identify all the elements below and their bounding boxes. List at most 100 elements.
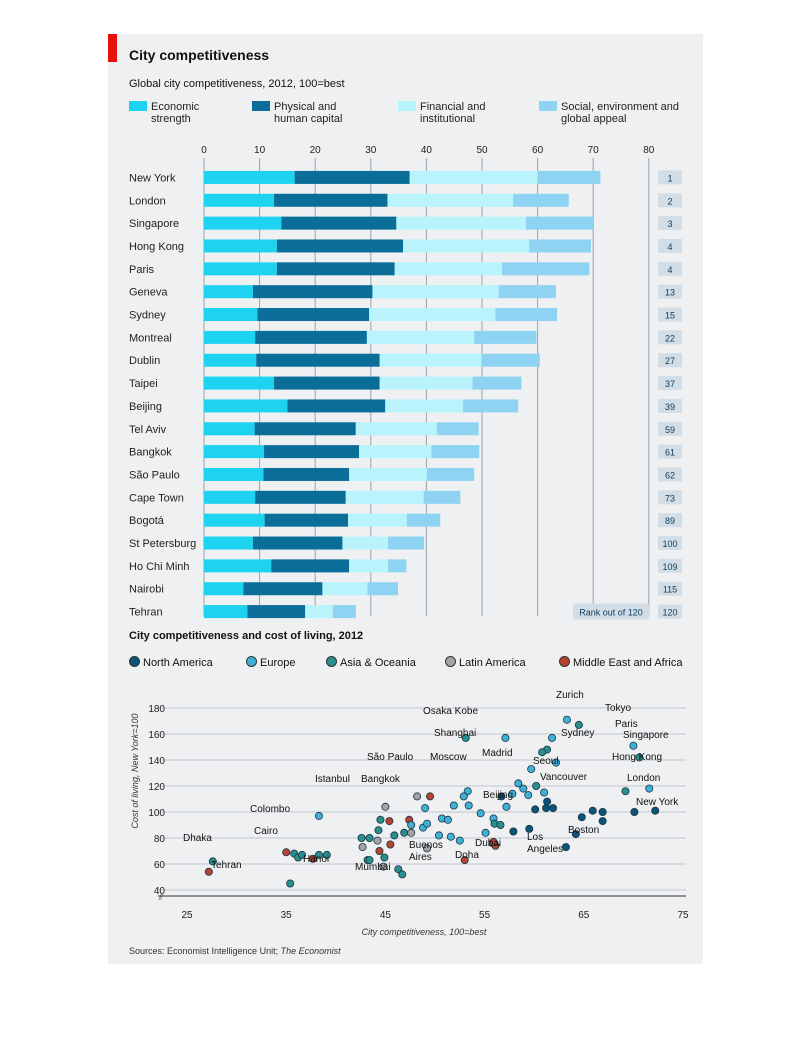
category-label-geneva: Geneva xyxy=(129,287,168,299)
point-17-europe xyxy=(508,789,517,798)
page-title: City competitiveness xyxy=(129,47,270,63)
bar-bogota-financial-and-institutional xyxy=(348,513,407,527)
bar-sydney-physical-and-human-capital xyxy=(257,308,370,322)
page-subtitle: Global city competitiveness, 2012, 100=b… xyxy=(129,78,345,90)
point-35-north-america xyxy=(509,827,518,836)
bar-paris-social-environment-and-global-appeal xyxy=(502,262,590,276)
rank-box-cape-town xyxy=(658,490,682,505)
bar-paris-financial-and-institutional xyxy=(394,262,503,276)
point-31-north-america xyxy=(630,807,639,816)
rank-box-nairobi xyxy=(658,581,682,596)
sources-note: Sources: Economist Intelligence Unit; Th… xyxy=(129,946,341,956)
bar-london-social-environment-and-global-appeal xyxy=(513,193,569,207)
rank-label-bangkok: 61 xyxy=(665,448,675,458)
city-label-dubai: Dubai xyxy=(475,838,501,849)
bar-paris-economic-strength xyxy=(204,262,277,276)
rank-label-dublin: 27 xyxy=(665,356,675,366)
category-label-dublin: Dublin xyxy=(129,355,160,367)
rank-box-geneva xyxy=(658,284,682,299)
rank-label-st-petersburg: 100 xyxy=(662,539,677,549)
legend-dot-europe xyxy=(246,656,257,667)
bar-geneva-physical-and-human-capital xyxy=(252,285,373,299)
point-4-europe xyxy=(629,741,638,750)
point-12-europe xyxy=(519,784,528,793)
category-label-bangkok: Bangkok xyxy=(129,447,172,459)
point-42-europe xyxy=(421,804,430,813)
bar-sao-paulo-economic-strength xyxy=(204,467,264,481)
rank-box-tel-aviv xyxy=(658,421,682,436)
bar-dublin-social-environment-and-global-appeal xyxy=(481,353,540,367)
rank-label-tehran: 120 xyxy=(662,608,677,618)
point-9-asia-oceania xyxy=(635,753,644,762)
legend-dot-asia xyxy=(326,656,337,667)
legend-dot-latin xyxy=(445,656,456,667)
bar-sao-paulo-physical-and-human-capital xyxy=(263,467,350,481)
bar-new-york-physical-and-human-capital xyxy=(294,170,410,184)
category-label-sydney: Sydney xyxy=(129,310,166,322)
legend-label-north-america: North America xyxy=(143,657,213,669)
x-tick-label-20: 20 xyxy=(310,145,322,156)
bar-dublin-financial-and-institutional xyxy=(379,353,482,367)
x-tick-label-10: 10 xyxy=(254,145,266,156)
city-label-angeles: Angeles xyxy=(527,844,563,855)
rank-box-hong-kong xyxy=(658,238,682,253)
bar-st-petersburg-financial-and-institutional xyxy=(342,536,389,550)
bar-montreal-physical-and-human-capital xyxy=(255,330,367,344)
city-label-zurich: Zurich xyxy=(556,690,584,701)
x-tick-label-50: 50 xyxy=(476,145,488,156)
point-67-middle-east-and-africa xyxy=(386,840,395,849)
bar-new-york-financial-and-institutional xyxy=(409,170,538,184)
point-84-middle-east-and-africa xyxy=(282,848,291,857)
point-86-asia-oceania xyxy=(314,850,323,859)
bar-london-economic-strength xyxy=(204,193,275,207)
rank-label-cape-town: 73 xyxy=(665,493,675,503)
legend-dot-north-america xyxy=(129,656,140,667)
bar-sao-paulo-financial-and-institutional xyxy=(349,467,427,481)
sources-prefix: Sources: Economist Intelligence Unit; xyxy=(129,946,281,956)
bar-nairobi-economic-strength xyxy=(204,582,244,596)
bar-st-petersburg-economic-strength xyxy=(204,536,253,550)
bar-sydney-financial-and-institutional xyxy=(369,308,496,322)
legend-label-latin: Latin America xyxy=(459,657,526,669)
point-60-asia-oceania xyxy=(390,831,399,840)
bar-dublin-economic-strength xyxy=(204,353,257,367)
point-80-middle-east-and-africa xyxy=(489,837,498,846)
point-89-asia-oceania xyxy=(208,857,217,866)
y-tick-label-140: 140 xyxy=(148,756,165,767)
city-label-colombo: Colombo xyxy=(250,804,290,815)
x-tick-label-25: 25 xyxy=(181,910,193,921)
point-36-north-america xyxy=(525,824,534,833)
point-46-europe xyxy=(434,831,443,840)
bar-bangkok-physical-and-human-capital xyxy=(264,445,360,459)
rank-box-st-petersburg xyxy=(658,536,682,551)
category-label-paris: Paris xyxy=(129,264,155,276)
city-label-buenos: Buenos xyxy=(409,840,443,851)
point-29-north-america xyxy=(598,817,607,826)
bar-bangkok-social-environment-and-global-appeal xyxy=(431,445,480,459)
x-tick-label-45: 45 xyxy=(380,910,392,921)
bar-beijing-financial-and-institutional xyxy=(385,399,464,413)
bar-tehran-social-environment-and-global-appeal xyxy=(332,605,356,619)
rank-label-tel-aviv: 59 xyxy=(665,425,675,435)
point-13-asia-oceania xyxy=(532,781,541,790)
city-label-sao-paulo: São Paulo xyxy=(367,752,414,763)
bar-nairobi-financial-and-institutional xyxy=(322,582,368,596)
city-label-tokyo: Tokyo xyxy=(605,703,632,714)
rank-label-nairobi: 115 xyxy=(663,585,677,595)
category-label-nairobi: Nairobi xyxy=(129,584,164,596)
y-tick-label-120: 120 xyxy=(148,782,165,793)
x-tick-label-35: 35 xyxy=(281,910,293,921)
legend-label-mea: Middle East and Africa xyxy=(573,657,683,669)
point-68-latin-america xyxy=(358,843,367,852)
city-label-london: London xyxy=(627,773,660,784)
bar-taipei-social-environment-and-global-appeal xyxy=(472,376,522,390)
point-15-asia-oceania xyxy=(621,787,630,796)
city-label-mumbai: Mumbai xyxy=(355,862,391,873)
point-48-europe xyxy=(455,836,464,845)
point-26-north-america xyxy=(543,797,552,806)
point-14-europe xyxy=(540,788,549,797)
bar-nairobi-social-environment-and-global-appeal xyxy=(367,582,399,596)
rank-box-bangkok xyxy=(658,444,682,459)
bar-geneva-financial-and-institutional xyxy=(372,285,499,299)
x-axis-title: City competitiveness, 100=best xyxy=(362,927,487,937)
